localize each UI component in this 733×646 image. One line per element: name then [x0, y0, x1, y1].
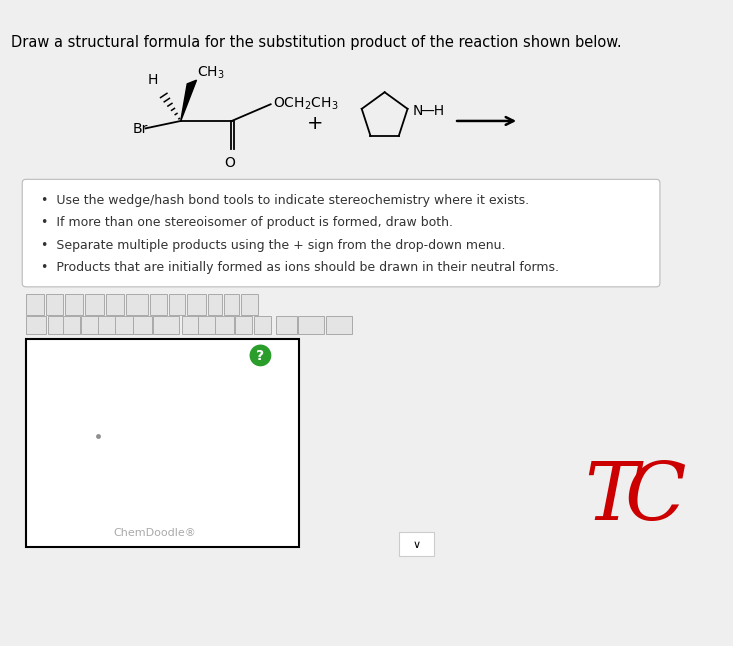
- Bar: [115, 316, 133, 334]
- Bar: [126, 295, 148, 315]
- Text: CH$_3$: CH$_3$: [197, 65, 225, 81]
- Bar: [241, 295, 258, 315]
- Text: •  Separate multiple products using the + sign from the drop-down menu.: • Separate multiple products using the +…: [41, 238, 505, 252]
- Text: Draw a structural formula for the substitution product of the reaction shown bel: Draw a structural formula for the substi…: [11, 35, 622, 50]
- Bar: [65, 295, 84, 315]
- Bar: [153, 316, 179, 334]
- Bar: [98, 316, 117, 334]
- FancyBboxPatch shape: [22, 180, 660, 287]
- Bar: [215, 316, 234, 334]
- Bar: [46, 295, 63, 315]
- Text: O: O: [224, 156, 235, 170]
- Bar: [169, 295, 185, 315]
- Text: OCH$_2$CH$_3$: OCH$_2$CH$_3$: [273, 95, 339, 112]
- Text: ∨: ∨: [412, 539, 420, 550]
- Text: C: C: [625, 459, 686, 537]
- Bar: [150, 295, 167, 315]
- Bar: [224, 295, 239, 315]
- Text: H: H: [148, 73, 158, 87]
- Bar: [326, 316, 352, 334]
- Bar: [182, 316, 199, 334]
- Text: •  Products that are initially formed as ions should be drawn in their neutral f: • Products that are initially formed as …: [41, 261, 559, 274]
- Text: N: N: [412, 104, 422, 118]
- Bar: [207, 295, 222, 315]
- Bar: [81, 316, 99, 334]
- Bar: [26, 295, 45, 315]
- Text: •  Use the wedge/hash bond tools to indicate stereochemistry where it exists.: • Use the wedge/hash bond tools to indic…: [41, 194, 529, 207]
- Bar: [85, 295, 104, 315]
- Text: Br: Br: [133, 122, 148, 136]
- Bar: [133, 316, 152, 334]
- Bar: [199, 316, 215, 334]
- Bar: [254, 316, 270, 334]
- Text: —H: —H: [421, 104, 445, 118]
- Text: +: +: [307, 114, 323, 133]
- Bar: [235, 316, 252, 334]
- Bar: [187, 295, 206, 315]
- Circle shape: [250, 345, 270, 366]
- Bar: [106, 295, 124, 315]
- Text: ?: ?: [257, 349, 265, 363]
- Polygon shape: [181, 80, 196, 121]
- Bar: [48, 316, 65, 334]
- Text: •  If more than one stereoisomer of product is formed, draw both.: • If more than one stereoisomer of produ…: [41, 216, 453, 229]
- Bar: [26, 316, 46, 334]
- Text: ChemDoodle®: ChemDoodle®: [114, 528, 196, 538]
- Bar: [276, 316, 297, 334]
- Bar: [399, 532, 434, 556]
- Text: T: T: [584, 459, 638, 537]
- Bar: [26, 339, 299, 547]
- Bar: [298, 316, 325, 334]
- Bar: [63, 316, 80, 334]
